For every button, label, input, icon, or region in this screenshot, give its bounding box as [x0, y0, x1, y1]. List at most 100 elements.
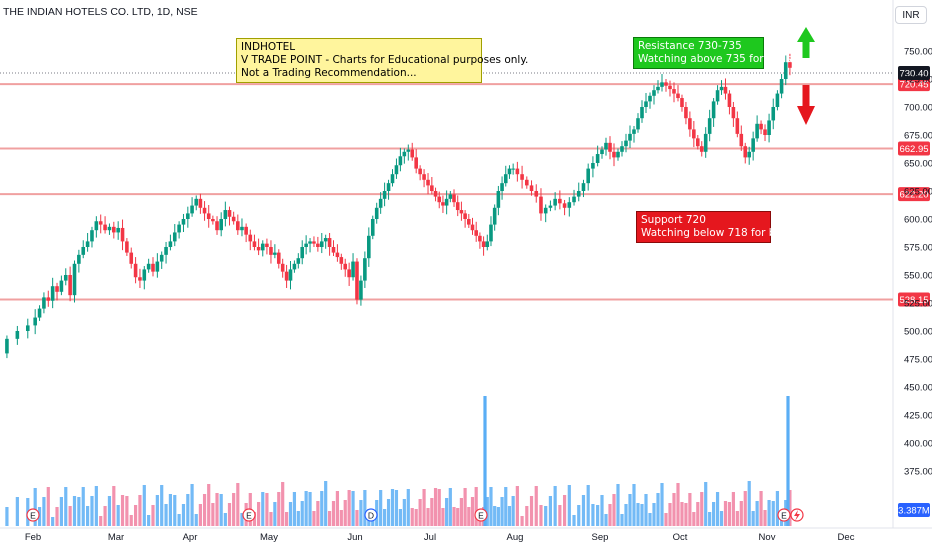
volume-bar: [284, 512, 289, 526]
y-tick-label: 650.00: [904, 159, 932, 170]
volume-bar: [386, 499, 391, 526]
candle-body: [227, 210, 232, 217]
candle-body: [386, 183, 391, 191]
candle-body: [370, 219, 375, 236]
candle-body: [181, 219, 186, 225]
volume-bar: [116, 505, 120, 526]
candle-body: [269, 247, 273, 255]
candle-body: [548, 205, 553, 208]
volume-bar: [394, 490, 399, 526]
candle-body: [543, 207, 548, 214]
candle-body: [672, 89, 676, 94]
volume-bar: [562, 495, 567, 526]
candle-body: [600, 149, 604, 155]
volume-bar: [240, 513, 244, 526]
candle-body: [42, 297, 46, 309]
volume-bar: [680, 502, 684, 526]
volume-bar: [696, 502, 700, 526]
volume-bar: [398, 509, 402, 526]
candle-body: [194, 198, 199, 206]
candle-body: [660, 82, 664, 87]
candle-body: [112, 226, 116, 233]
candle-body: [648, 95, 652, 102]
volume-bar: [177, 514, 181, 526]
candle-body: [485, 241, 490, 247]
candle-body: [727, 93, 732, 107]
candle-body: [394, 165, 399, 175]
volume-bar: [207, 484, 211, 526]
volume-bar: [445, 498, 449, 526]
volume-bar: [331, 501, 336, 526]
candle-body: [676, 93, 680, 99]
candle-body: [265, 243, 269, 247]
currency-button[interactable]: INR: [895, 6, 927, 24]
candle-body: [292, 263, 297, 270]
info-annotation: INDHOTEL V TRADE POINT - Charts for Educ…: [236, 38, 529, 83]
x-tick-label: Apr: [183, 532, 198, 543]
x-tick-label: Jun: [347, 532, 362, 543]
candle-body: [715, 90, 720, 102]
volume-bar: [493, 506, 497, 526]
candle-body: [331, 247, 336, 253]
levels-layer: 720.45 662.95 622.20 528.15 730.40 3.387M: [0, 65, 930, 517]
support-line-1: Support 720: [641, 214, 706, 226]
candle-body: [25, 325, 30, 331]
candle-body: [723, 86, 728, 94]
x-tick-label: Nov: [759, 532, 776, 543]
candle-body: [231, 216, 236, 222]
volume-bar: [715, 492, 720, 526]
candle-body: [223, 210, 228, 219]
event-marker-circle: [777, 508, 791, 522]
level-tag: [898, 292, 930, 307]
resistance-annotation: Resistance 730-735 Watching above 735 fo…: [633, 37, 792, 69]
candle-body: [5, 338, 9, 354]
volume-bar: [489, 487, 493, 526]
candle-body: [572, 196, 576, 203]
volume-bar: [591, 504, 595, 526]
info-line-2: V TRADE POINT - Charts for Educational p…: [241, 54, 529, 66]
lightning-icon: [794, 510, 800, 521]
volume-bar: [644, 494, 648, 526]
volume-bar: [459, 498, 464, 526]
event-marker-label: E: [246, 511, 252, 521]
resistance-line-2: Watching above 735 for bulls: [638, 53, 792, 65]
level-label: 662.95: [899, 144, 928, 155]
volume-bar: [467, 507, 471, 526]
candle-body: [240, 226, 244, 231]
volume-bar: [723, 501, 728, 526]
volume-bar: [86, 506, 90, 526]
candle-body: [644, 101, 648, 107]
candle-body: [402, 151, 407, 157]
x-tick-label: May: [260, 532, 278, 543]
candle-body: [664, 82, 668, 86]
event-marker-circle: [242, 508, 256, 522]
candle-body: [107, 226, 112, 231]
volume-bar: [194, 514, 198, 526]
volume-bar: [751, 511, 755, 526]
volume-bar: [507, 506, 512, 526]
volume-bar: [534, 486, 538, 526]
candle-body: [90, 230, 94, 242]
volume-bar: [164, 504, 168, 526]
candle-body: [591, 163, 595, 169]
event-marker-label: D: [368, 511, 374, 521]
y-tick-label: 675.00: [904, 131, 932, 142]
candle-body: [628, 133, 632, 141]
candle-body: [515, 168, 520, 175]
candle-body: [444, 198, 449, 206]
candle-body: [632, 129, 636, 134]
candle-body: [335, 252, 340, 258]
volume-bar: [94, 486, 98, 526]
candle-body: [452, 194, 456, 203]
volume-bar: [474, 487, 478, 526]
volume-bar: [77, 497, 81, 526]
candle-body: [103, 224, 107, 231]
candle-body: [707, 118, 712, 134]
candle-body: [418, 168, 422, 175]
down-arrow-icon: [797, 85, 815, 125]
volume-bar: [410, 508, 414, 526]
candle-body: [280, 263, 285, 272]
